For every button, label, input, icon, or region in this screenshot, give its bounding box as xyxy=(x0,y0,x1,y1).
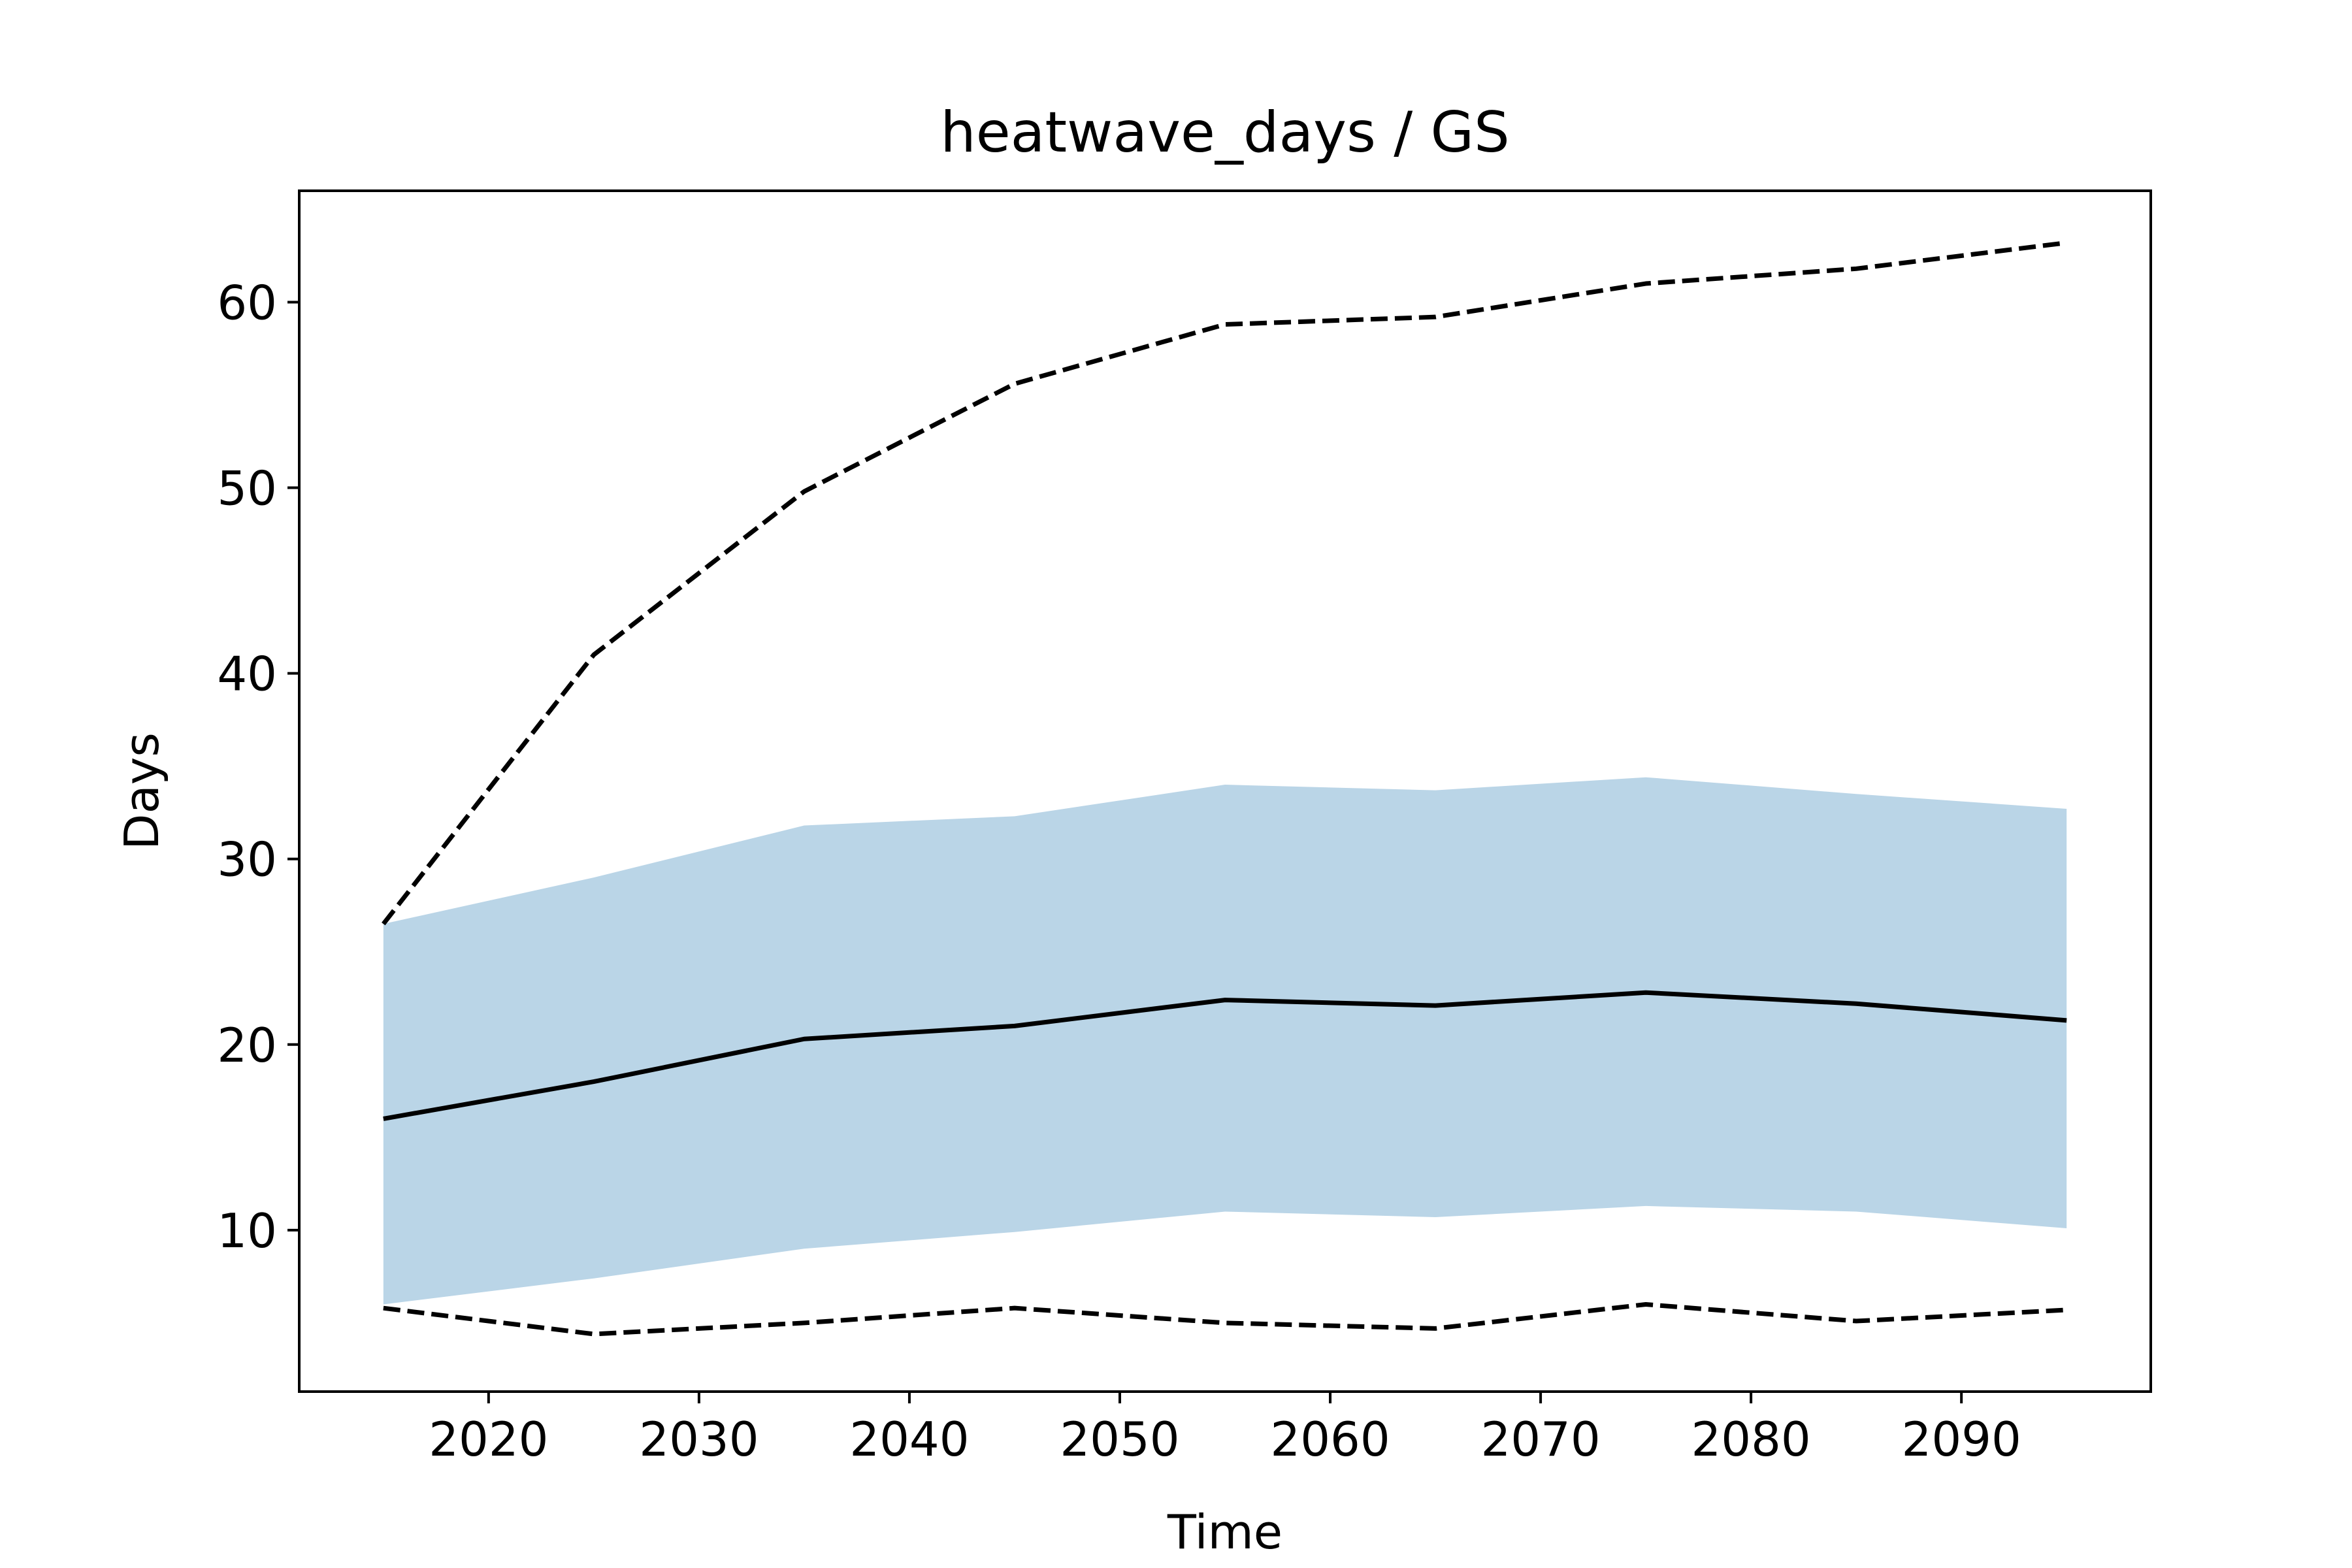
series-line-3 xyxy=(383,1301,2067,1337)
x-tick-label-2030: 2030 xyxy=(639,1412,759,1467)
x-tick-label-2060: 2060 xyxy=(1270,1412,1390,1467)
x-tick-label-2040: 2040 xyxy=(849,1412,969,1467)
y-tick-label-20: 20 xyxy=(217,1018,277,1073)
series-line-1 xyxy=(383,990,2067,1121)
y-axis: 10 20 30 40 50 60 xyxy=(217,275,299,1258)
x-axis-label: Time xyxy=(1167,1505,1282,1560)
plot-area xyxy=(382,240,2067,1337)
y-tick-label-50: 50 xyxy=(217,461,277,516)
y-tick-label-30: 30 xyxy=(217,832,277,887)
plot-frame xyxy=(298,189,2152,1393)
chart-title: heatwave_days / GS xyxy=(940,100,1510,165)
x-axis: 2020 2030 2040 2050 2060 2070 2080 2090 xyxy=(429,1392,2021,1467)
x-tick-label-2070: 2070 xyxy=(1480,1412,1600,1467)
x-tick-label-2020: 2020 xyxy=(429,1412,548,1467)
y-tick-label-40: 40 xyxy=(217,647,277,702)
series-line-2 xyxy=(382,240,2067,926)
y-tick-label-60: 60 xyxy=(217,275,277,330)
x-tick-label-2050: 2050 xyxy=(1060,1412,1179,1467)
x-tick-label-2080: 2080 xyxy=(1691,1412,1810,1467)
y-tick-label-10: 10 xyxy=(217,1203,277,1258)
x-tick-label-2090: 2090 xyxy=(1902,1412,2021,1467)
y-axis-label: Days xyxy=(114,732,169,850)
range-band xyxy=(383,777,2067,1305)
